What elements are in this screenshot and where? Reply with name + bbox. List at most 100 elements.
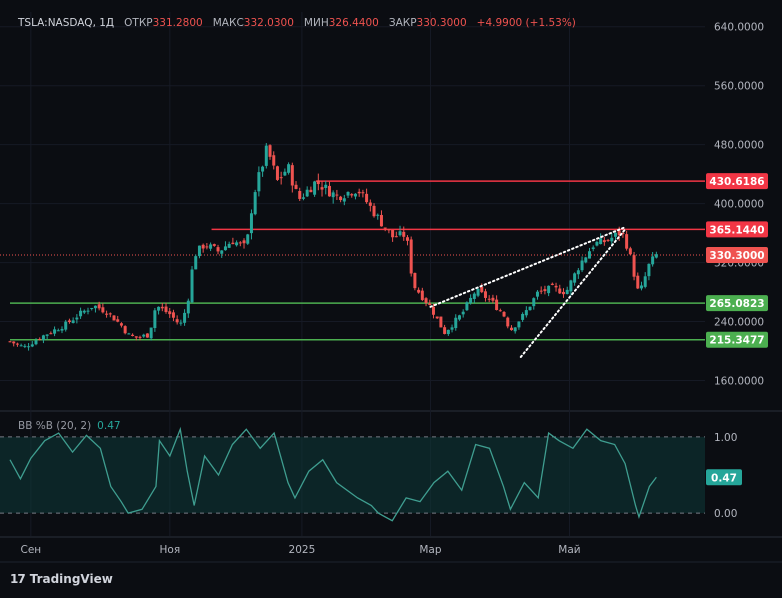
candle-body	[86, 310, 90, 312]
candle-body	[305, 189, 309, 197]
candle-body	[90, 307, 94, 309]
candle-body	[539, 290, 543, 292]
bb-axis-label: 1.00	[714, 432, 737, 444]
candle-body	[131, 334, 135, 337]
candle-body	[584, 257, 588, 263]
candle-body	[153, 310, 157, 329]
current-price-label: 330.3000	[709, 250, 764, 262]
low-value: 326.4400	[328, 17, 379, 29]
candle-body	[532, 298, 536, 307]
candle-body	[186, 300, 190, 314]
candle-body	[64, 321, 68, 330]
candle-body	[528, 306, 532, 311]
candle-body	[164, 306, 168, 313]
candle-body	[235, 242, 239, 246]
candle-body	[205, 246, 209, 248]
candle-body	[506, 317, 510, 327]
price-level-tag	[706, 173, 768, 190]
candle-body	[30, 344, 34, 347]
candle-body	[602, 240, 606, 243]
candle-body	[606, 239, 610, 241]
candle-body	[216, 247, 220, 252]
candle-body	[625, 234, 629, 249]
candle-body	[398, 231, 402, 236]
candle-body	[495, 299, 499, 311]
bb-axis-label: 0.00	[714, 508, 737, 520]
candle-body	[476, 288, 480, 296]
price-axis-label: 240.0000	[714, 317, 764, 329]
candle-body	[435, 316, 439, 319]
candle-body	[387, 229, 391, 231]
time-axis-label: Мар	[419, 544, 441, 556]
candle-body	[613, 232, 617, 237]
candle-body	[591, 247, 595, 249]
candle-body	[324, 184, 328, 189]
price-axis-label: 640.0000	[714, 22, 764, 34]
bb-value-tag	[706, 469, 742, 486]
candle-body	[19, 345, 23, 347]
candle-body	[513, 327, 517, 332]
candle-body	[223, 246, 227, 251]
candle-body	[558, 288, 562, 294]
candle-body	[405, 237, 409, 241]
candle-body	[554, 285, 558, 288]
candle-body	[12, 341, 16, 344]
current-price-tag	[706, 247, 768, 264]
time-axis-label: Ноя	[160, 544, 181, 556]
candle-body	[547, 285, 551, 294]
candle-body	[41, 335, 45, 341]
candle-body	[628, 248, 632, 255]
price-axis-label: 560.0000	[714, 81, 764, 93]
tradingview-logo[interactable]: 17 TradingView	[10, 572, 113, 586]
candle-body	[372, 205, 376, 217]
close-label: ЗАКР	[388, 17, 417, 29]
candle-body	[491, 297, 495, 301]
price-level-label: 215.3477	[709, 335, 764, 347]
candle-body	[509, 327, 513, 331]
candle-body	[339, 196, 343, 201]
candle-body	[127, 333, 131, 335]
bb-value-label: 0.47	[711, 472, 737, 484]
candle-body	[253, 192, 257, 215]
candle-body	[550, 283, 554, 285]
candle-body	[168, 311, 172, 315]
chart-header: TSLA:NASDAQ, 1Д ОТКР331.2800 МАКС332.030…	[18, 17, 576, 29]
indicator-header[interactable]: BB %B (20, 2) 0.47	[18, 420, 121, 432]
candle-body	[268, 145, 272, 157]
price-level-tag	[706, 295, 768, 312]
candle-body	[487, 298, 491, 300]
candle-body	[454, 317, 458, 329]
candle-body	[517, 321, 521, 328]
candle-body	[38, 338, 42, 340]
candle-body	[420, 290, 424, 300]
tradingview-logo-icon: 17	[10, 572, 26, 586]
candle-body	[446, 329, 450, 335]
candle-body	[651, 256, 655, 265]
candle-body	[183, 312, 187, 323]
candle-body	[313, 181, 317, 195]
candle-body	[279, 177, 283, 179]
indicator-value: 0.47	[97, 420, 121, 432]
candle-body	[595, 241, 599, 246]
candle-body	[264, 145, 268, 166]
candle-body	[56, 330, 60, 332]
candle-body	[15, 343, 19, 345]
candle-body	[60, 329, 64, 331]
candle-body	[138, 336, 142, 338]
trendline	[429, 226, 627, 308]
candle-body	[632, 255, 636, 277]
candle-body	[331, 192, 335, 198]
low-label: МИН	[303, 17, 329, 29]
candle-body	[576, 270, 580, 275]
candle-body	[179, 322, 183, 324]
candle-body	[643, 276, 647, 287]
candle-body	[647, 263, 651, 277]
candle-body	[636, 275, 640, 289]
candle-body	[521, 313, 525, 320]
candle-body	[49, 333, 53, 335]
symbol-title[interactable]: TSLA:NASDAQ, 1Д	[18, 17, 115, 29]
candle-body	[197, 245, 201, 257]
candle-body	[480, 286, 484, 293]
candle-body	[443, 327, 447, 334]
